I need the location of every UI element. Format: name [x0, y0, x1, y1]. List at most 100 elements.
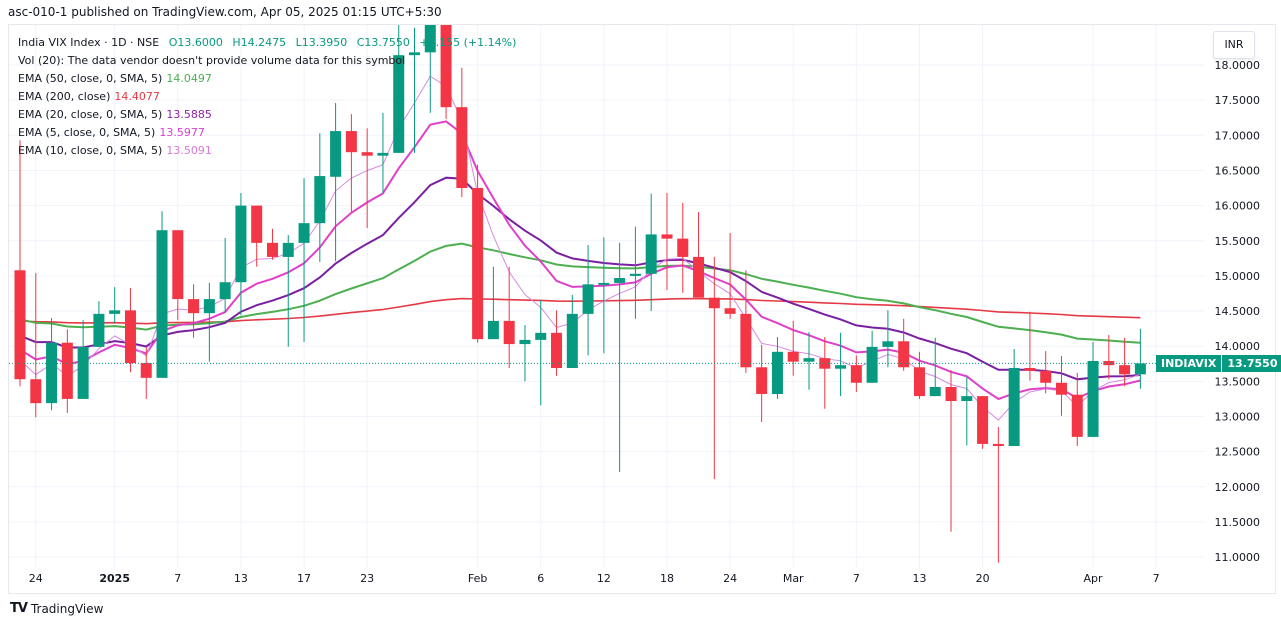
candle[interactable] — [708, 256, 720, 480]
candle-body — [424, 25, 436, 53]
symbol-title[interactable]: India VIX Index · 1D · NSE — [18, 36, 160, 49]
candle[interactable] — [866, 330, 878, 383]
candle[interactable] — [472, 164, 484, 343]
candle[interactable] — [14, 140, 26, 387]
candle-body — [298, 223, 310, 243]
candle[interactable] — [1119, 337, 1131, 387]
candle[interactable] — [787, 320, 799, 376]
footer-brand[interactable]: TradingView — [30, 601, 104, 616]
candle[interactable] — [835, 332, 847, 397]
candle[interactable] — [30, 273, 42, 418]
candle[interactable] — [46, 318, 58, 411]
currency-button[interactable]: INR — [1213, 31, 1255, 59]
candle[interactable] — [977, 396, 989, 449]
legend-ema50[interactable]: EMA (50, close, 0, SMA, 5) 14.0497 — [18, 70, 516, 88]
candle[interactable] — [109, 287, 121, 324]
candle[interactable] — [898, 318, 910, 371]
candle[interactable] — [156, 211, 168, 378]
candle[interactable] — [677, 202, 689, 293]
candle[interactable] — [77, 320, 89, 399]
candle[interactable] — [345, 114, 357, 212]
candle[interactable] — [551, 310, 563, 376]
candle[interactable] — [377, 112, 389, 193]
candle-body — [961, 396, 973, 402]
candle[interactable] — [330, 102, 342, 262]
candle[interactable] — [614, 242, 626, 473]
candle[interactable] — [992, 427, 1004, 563]
candle[interactable] — [487, 266, 499, 340]
price-axis: 18.0000 17.5000 17.0000 16.5000 16.0000 15.50… — [1215, 59, 1261, 564]
candle[interactable] — [1103, 334, 1115, 380]
candle[interactable] — [803, 332, 815, 390]
candle[interactable] — [503, 266, 515, 368]
candle[interactable] — [598, 237, 610, 354]
candle[interactable] — [140, 346, 152, 399]
candle[interactable] — [945, 370, 957, 532]
candle[interactable] — [188, 284, 200, 338]
candle[interactable] — [266, 228, 278, 260]
candle[interactable] — [661, 192, 673, 290]
candle[interactable] — [724, 233, 736, 319]
price-tag-value: 13.7550 — [1222, 354, 1281, 372]
candle[interactable] — [1055, 356, 1067, 416]
ema-label: EMA (20, close, 0, SMA, 5) — [18, 108, 163, 121]
candle[interactable] — [645, 193, 657, 312]
candle[interactable] — [771, 337, 783, 399]
candle[interactable] — [566, 294, 578, 368]
candle[interactable] — [298, 178, 310, 342]
legend-ema10[interactable]: EMA (10, close, 0, SMA, 5) 13.5091 — [18, 142, 516, 160]
candle-body — [598, 282, 610, 285]
candle[interactable] — [282, 235, 294, 347]
candle[interactable] — [582, 244, 594, 356]
candle[interactable] — [629, 226, 641, 319]
candle[interactable] — [1134, 328, 1146, 389]
candle[interactable] — [203, 282, 215, 362]
candle-body — [1087, 360, 1099, 437]
legend-ema200[interactable]: EMA (200, close) 14.4077 — [18, 88, 516, 106]
candle[interactable] — [961, 377, 973, 446]
candle[interactable] — [882, 310, 894, 368]
candle[interactable] — [393, 23, 405, 153]
candle-body — [535, 332, 547, 340]
candle[interactable] — [1040, 351, 1052, 394]
ohlc-high: H14.2475 — [232, 36, 287, 49]
candle[interactable] — [740, 270, 752, 373]
candle[interactable] — [1008, 349, 1020, 447]
candle[interactable] — [440, 0, 452, 120]
candle[interactable] — [1087, 341, 1099, 437]
candle[interactable] — [251, 205, 263, 267]
legend-ema20[interactable]: EMA (20, close, 0, SMA, 5) 13.5885 — [18, 106, 516, 124]
candle[interactable] — [219, 237, 231, 314]
candle[interactable] — [314, 133, 326, 262]
candle[interactable] — [361, 128, 373, 229]
candle[interactable] — [756, 344, 768, 423]
candle-body — [109, 310, 121, 314]
x-tick-label: 7 — [853, 572, 860, 585]
candle[interactable] — [235, 192, 247, 316]
candle[interactable] — [61, 329, 73, 413]
candle[interactable] — [124, 287, 136, 373]
candle[interactable] — [519, 325, 531, 382]
candle[interactable] — [1024, 311, 1036, 381]
candle[interactable] — [913, 351, 925, 399]
candle-body — [361, 152, 373, 156]
candle[interactable] — [456, 67, 468, 198]
candle[interactable] — [819, 337, 831, 409]
candle-body — [1103, 360, 1115, 366]
x-tick-label: Apr — [1084, 572, 1104, 585]
candle[interactable] — [929, 337, 941, 397]
candle[interactable] — [172, 230, 184, 321]
candle-body — [1055, 382, 1067, 395]
tradingview-logo-icon[interactable]: TV — [10, 601, 28, 616]
legend-volume-row[interactable]: Vol (20): The data vendor doesn't provid… — [18, 54, 406, 67]
candle[interactable] — [535, 299, 547, 406]
candle[interactable] — [424, 0, 436, 113]
candle[interactable] — [1071, 372, 1083, 447]
candle[interactable] — [93, 301, 105, 347]
candle[interactable] — [850, 355, 862, 392]
legend-ema5[interactable]: EMA (5, close, 0, SMA, 5) 13.5977 — [18, 124, 516, 142]
candle[interactable] — [409, 27, 420, 153]
x-tick-label: 12 — [597, 572, 611, 585]
candle[interactable] — [693, 211, 705, 298]
